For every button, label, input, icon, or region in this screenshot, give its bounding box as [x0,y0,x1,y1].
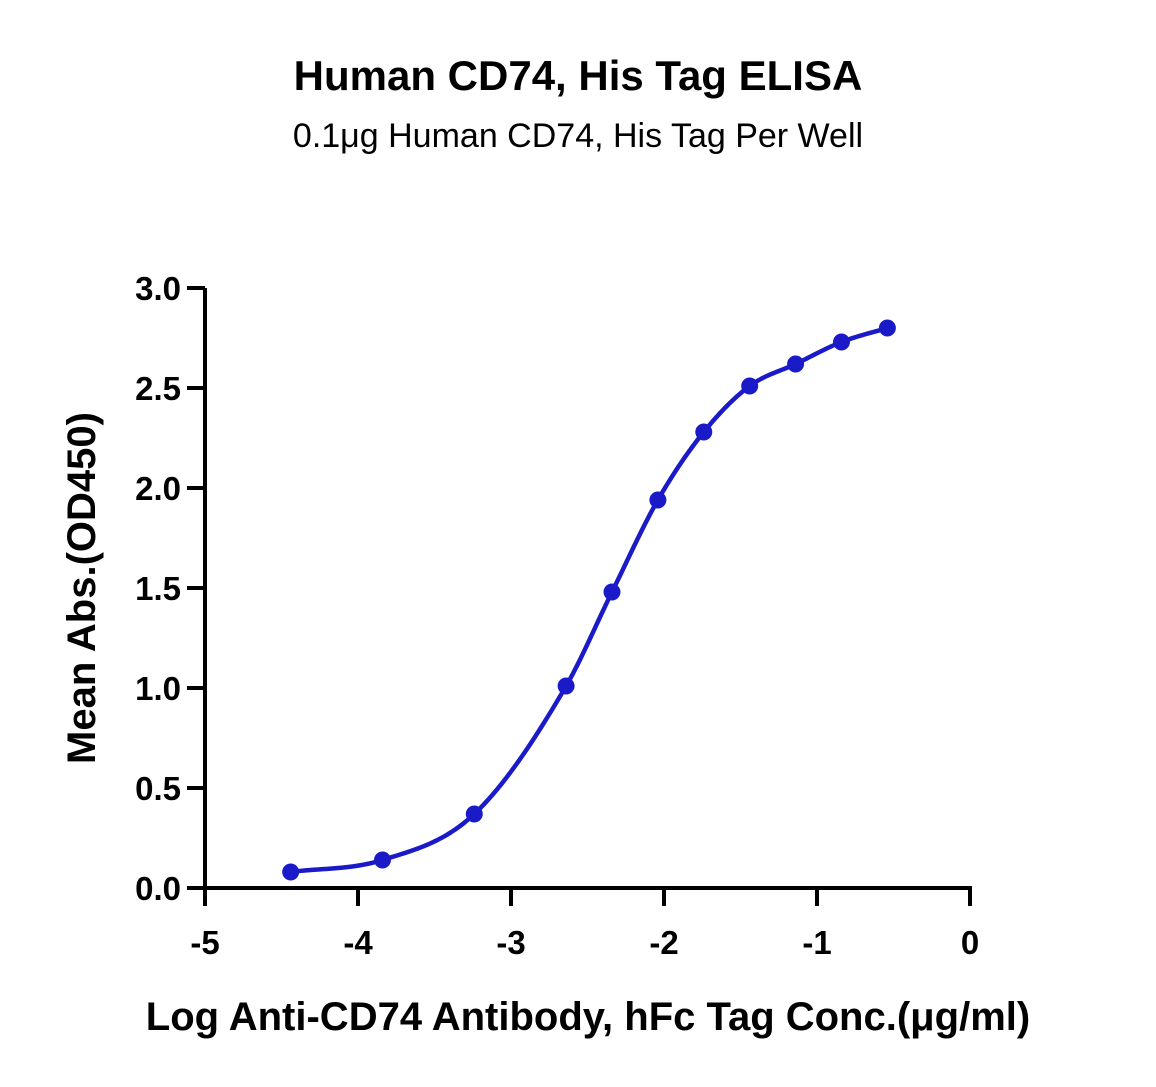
data-point [741,377,759,395]
fit-curve [290,325,889,875]
data-point [465,805,483,823]
x-tick-label: -2 [649,924,678,961]
y-tick-label: 0.0 [135,870,181,907]
data-point [373,851,391,869]
data-point [603,583,621,601]
x-tick-label: -4 [343,924,373,961]
y-tick-label: 2.5 [135,370,181,407]
y-axis-label: Mean Abs.(OD450) [60,412,104,764]
x-tick-label: -3 [496,924,525,961]
x-axis-label: Log Anti-CD74 Antibody, hFc Tag Conc.(μg… [146,995,1030,1039]
data-point [649,491,667,509]
chart-subtitle: 0.1μg Human CD74, His Tag Per Well [292,117,864,155]
data-point [878,319,896,337]
data-point [695,423,713,441]
y-tick-label: 3.0 [135,270,181,307]
data-point [282,863,300,881]
y-tick-label: 0.5 [135,770,181,807]
data-point [832,333,850,351]
y-tick-label: 1.0 [135,670,181,707]
data-point [557,677,575,695]
data-point [787,355,805,373]
y-tick-label: 2.0 [135,470,181,507]
y-tick-label: 1.5 [135,570,181,607]
x-tick-label: -5 [190,924,219,961]
x-tick-label: -1 [802,924,831,961]
chart-title: Human CD74, His Tag ELISA [293,52,863,99]
x-tick-label: 0 [961,924,979,961]
